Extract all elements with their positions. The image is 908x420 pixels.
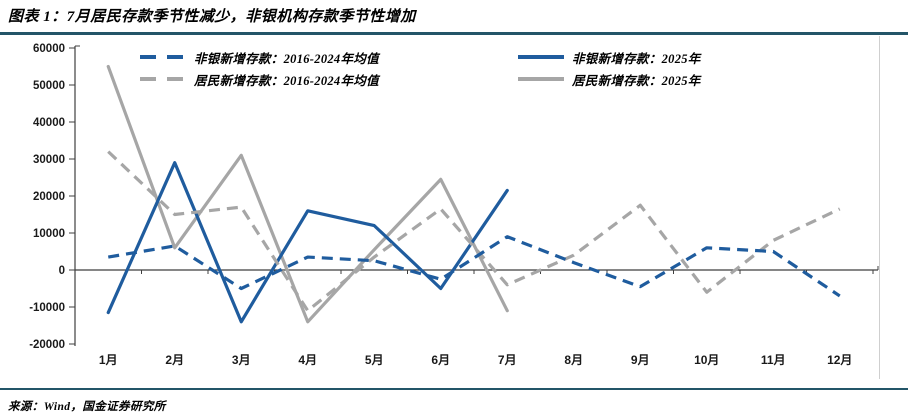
y-tick-label: 0 [59, 265, 65, 277]
x-tick-label: 5月 [365, 353, 384, 367]
legend-swatch-blue-solid [518, 55, 564, 59]
legend-item-nonbank-2025: 非银新增存款：2025年 [518, 49, 701, 66]
legend-item-nonbank-avg: 非银新增存款：2016-2024年均值 [140, 49, 379, 66]
top-rule [0, 32, 908, 35]
series-line-2 [107, 150, 841, 313]
x-tick-label: 11月 [761, 353, 786, 367]
series-line-0 [107, 235, 841, 298]
legend-swatch-blue-dashed [140, 55, 186, 59]
y-tick-label: 20000 [33, 191, 65, 203]
chart-area: 60000 50000 40000 30000 20000 10000 0 -10000 -20… [0, 36, 908, 386]
x-tick-label: 1月 [99, 353, 118, 367]
legend-swatch-gray-solid [518, 77, 564, 81]
series-line-3 [106, 64, 509, 324]
legend-swatch-gray-dashed [140, 77, 186, 81]
legend-label: 居民新增存款：2025年 [572, 73, 701, 88]
legend-item-resident-avg: 居民新增存款：2016-2024年均值 [140, 71, 379, 88]
y-tick-label: 60000 [33, 43, 65, 55]
x-tick-label: 3月 [232, 353, 251, 367]
y-tick-label: -20000 [29, 339, 65, 351]
chart-right-border [879, 36, 880, 379]
figure-title: 图表 1：7月居民存款季节性减少，非银机构存款季节性增加 [8, 9, 416, 25]
x-tick-label: 6月 [431, 353, 450, 367]
source-note: 来源：Wind，国金证券研究所 [8, 401, 166, 413]
bottom-rule [0, 388, 908, 390]
y-tick-label: -10000 [29, 302, 65, 314]
x-tick-label: 9月 [631, 353, 650, 367]
x-tick-label: 2月 [165, 353, 184, 367]
legend-label: 非银新增存款：2016-2024年均值 [194, 51, 379, 66]
series-line-1 [106, 161, 509, 324]
x-tick-label: 7月 [498, 353, 517, 367]
legend-label: 居民新增存款：2016-2024年均值 [194, 73, 379, 88]
x-tick-label: 8月 [564, 353, 583, 367]
y-tick-label: 10000 [33, 228, 65, 240]
x-tick-label: 12月 [827, 353, 852, 367]
line-plot: 60000 50000 40000 30000 20000 10000 0 -10000 -20… [29, 43, 879, 367]
y-tick-label: 40000 [33, 117, 65, 129]
x-tick-label: 4月 [298, 353, 317, 367]
legend-label: 非银新增存款：2025年 [572, 51, 701, 66]
y-tick-label: 30000 [33, 154, 65, 166]
x-tick-label: 10月 [694, 353, 719, 367]
y-tick-label: 50000 [33, 80, 65, 92]
legend-item-resident-2025: 居民新增存款：2025年 [518, 71, 701, 88]
